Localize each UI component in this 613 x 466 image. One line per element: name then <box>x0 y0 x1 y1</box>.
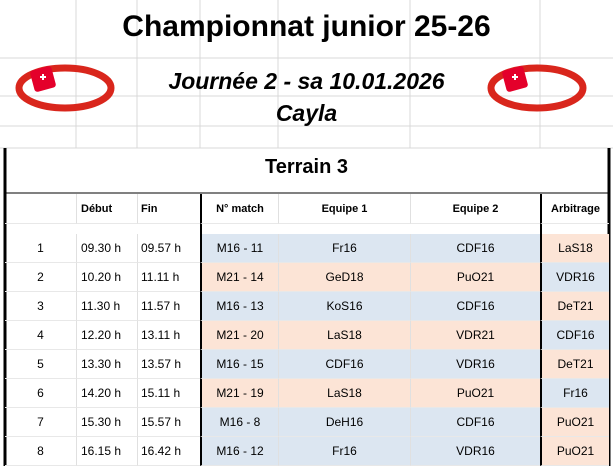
table-cell: 13.30 h <box>76 350 137 379</box>
table-cell: VDR16 <box>410 437 540 466</box>
table-cell: 4 <box>5 321 76 350</box>
table-cell: Fr16 <box>540 379 609 408</box>
table-cell: 11.57 h <box>137 292 200 321</box>
table-cell: DeT21 <box>540 292 609 321</box>
table-cell: M16 - 8 <box>200 408 278 437</box>
table-cell: 10.20 h <box>76 263 137 292</box>
table-cell: 12.20 h <box>76 321 137 350</box>
table-cell: 8 <box>5 437 76 466</box>
table-cell: M21 - 19 <box>200 379 278 408</box>
table-cell: 7 <box>5 408 76 437</box>
table-cell: M16 - 12 <box>200 437 278 466</box>
table-cell: VDR16 <box>410 350 540 379</box>
table-cell: LaS18 <box>540 234 609 263</box>
logo-left <box>15 64 115 112</box>
table-cell: VDR21 <box>410 321 540 350</box>
table-cell: M16 - 13 <box>200 292 278 321</box>
table-cell: LaS18 <box>278 321 410 350</box>
table-title: Terrain 3 <box>265 156 348 178</box>
table-cell: 3 <box>5 292 76 321</box>
table-cell: 13.11 h <box>137 321 200 350</box>
table-cell: PuO21 <box>410 379 540 408</box>
logo-right <box>487 64 587 112</box>
table-cell: 11.11 h <box>137 263 200 292</box>
column-header: Equipe 1 <box>278 194 410 224</box>
table-cell: CDF16 <box>278 350 410 379</box>
table-cell: Fr16 <box>278 234 410 263</box>
location: Cayla <box>275 100 338 126</box>
column-header: Début <box>76 194 137 224</box>
table-cell: M21 - 20 <box>200 321 278 350</box>
table-cell: 5 <box>5 350 76 379</box>
table-cell: 09.30 h <box>76 234 137 263</box>
table-cell: PuO21 <box>410 263 540 292</box>
table-cell: GeD18 <box>278 263 410 292</box>
table-cell: 16.42 h <box>137 437 200 466</box>
table-cell: 13.57 h <box>137 350 200 379</box>
column-header: Equipe 2 <box>410 194 540 224</box>
table-cell: CDF16 <box>410 408 540 437</box>
title: Championnat junior 25-26 <box>122 10 491 43</box>
table-cell: M16 - 15 <box>200 350 278 379</box>
table-cell: LaS18 <box>278 379 410 408</box>
spacer-row <box>200 224 202 234</box>
table-cell: PuO21 <box>540 408 609 437</box>
table-cell: M16 - 11 <box>200 234 278 263</box>
spacer-row <box>540 224 542 234</box>
column-header: N° match <box>200 194 278 224</box>
table-cell: 1 <box>5 234 76 263</box>
table-cell: VDR16 <box>540 263 609 292</box>
table-cell: 15.57 h <box>137 408 200 437</box>
table-cell: 09.57 h <box>137 234 200 263</box>
column-header: Fin <box>137 194 200 224</box>
table-cell: M21 - 14 <box>200 263 278 292</box>
table-cell: DeT21 <box>540 350 609 379</box>
column-header <box>5 194 76 224</box>
table-cell: CDF16 <box>410 234 540 263</box>
table-cell: Fr16 <box>278 437 410 466</box>
subtitle: Journée 2 - sa 10.01.2026 <box>168 68 445 94</box>
table-cell: 15.30 h <box>76 408 137 437</box>
table-cell: 14.20 h <box>76 379 137 408</box>
table-cell: PuO21 <box>540 437 609 466</box>
table-cell: 16.15 h <box>76 437 137 466</box>
table-cell: 2 <box>5 263 76 292</box>
column-header: Arbitrage <box>540 194 609 224</box>
table-cell: KoS16 <box>278 292 410 321</box>
table-cell: 11.30 h <box>76 292 137 321</box>
table-cell: 15.11 h <box>137 379 200 408</box>
table-cell: CDF16 <box>410 292 540 321</box>
table-cell: 6 <box>5 379 76 408</box>
table-cell: CDF16 <box>540 321 609 350</box>
table-cell: DeH16 <box>278 408 410 437</box>
